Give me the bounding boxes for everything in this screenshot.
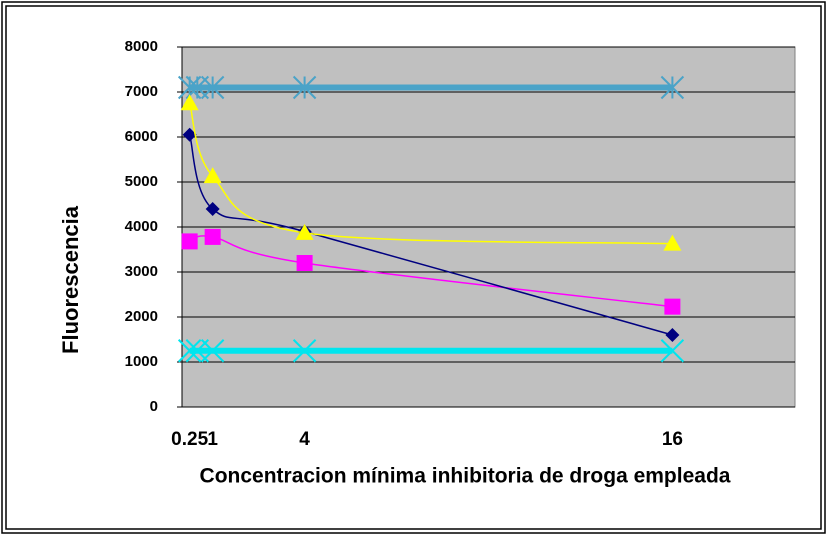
marker: [664, 298, 681, 315]
y-tick-label: 0: [150, 398, 158, 415]
marker: [204, 228, 221, 245]
y-tick-label: 2000: [125, 308, 158, 325]
marker: [177, 339, 202, 363]
y-tick-label: 6000: [125, 128, 158, 145]
series-line: [188, 134, 673, 336]
y-axis-title: Fluorescencia: [58, 205, 83, 354]
y-tick-label: 7000: [125, 83, 158, 100]
y-tick-label: 5000: [125, 173, 158, 190]
marker: [292, 339, 317, 363]
y-tick-label: 1000: [125, 353, 158, 370]
marker: [663, 234, 682, 251]
inner-frame: [5, 5, 822, 530]
series-line: [188, 103, 673, 245]
marker: [205, 202, 220, 216]
marker: [296, 255, 313, 271]
marker: [181, 233, 198, 250]
y-tick-label: 4000: [125, 218, 158, 235]
marker: [200, 75, 225, 100]
marker: [660, 75, 685, 100]
x-axis-title: Concentracion mínima inhibitoria de drog…: [200, 465, 731, 488]
y-tick-label: 3000: [125, 263, 158, 280]
x-tick-label: 1: [207, 429, 218, 450]
marker: [660, 339, 685, 363]
marker: [180, 94, 199, 111]
marker: [203, 167, 222, 184]
y-tick-label: 8000: [125, 38, 158, 55]
marker: [292, 75, 317, 100]
x-tick-label: 16: [662, 429, 683, 450]
x-tick-label: 0.25: [171, 429, 208, 450]
x-tick-label: 4: [299, 429, 310, 450]
marker: [182, 127, 197, 142]
marker: [295, 223, 314, 240]
marker: [200, 339, 225, 363]
marker: [665, 328, 680, 342]
